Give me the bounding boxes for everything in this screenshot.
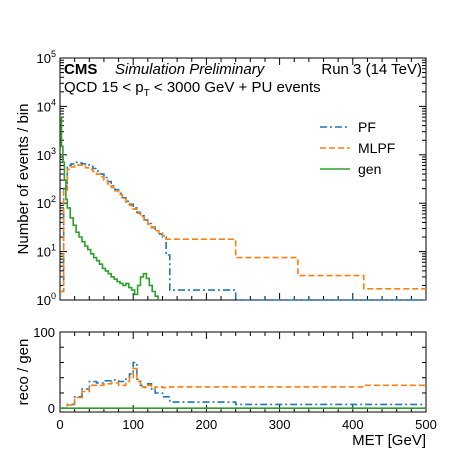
x-tick-label: 300	[269, 417, 291, 432]
ratio-series	[60, 361, 426, 409]
simulation-label: Simulation Preliminary	[115, 61, 266, 78]
main-y-tick-label: 101	[37, 243, 56, 260]
main-y-axis-label: Number of events / bin	[15, 104, 32, 255]
legend: PF MLPF gen	[320, 119, 395, 177]
x-tick-label: 100	[122, 417, 144, 432]
main-y-tick-label: 102	[37, 194, 56, 211]
process-label: QCD 15 < pT < 3000 GeV + PU events	[64, 79, 321, 99]
main-plot-frame	[59, 57, 427, 301]
ratio-y-tick-label: 0	[48, 401, 55, 416]
ratio-line-pf	[60, 361, 426, 409]
main-plot: 100 101 102 103 104 105 PF MLPF gen Number of e…	[15, 49, 427, 308]
process-sub: T	[144, 88, 150, 99]
run-label: Run 3 (14 TeV)	[321, 61, 422, 78]
ratio-y-tick-label: 100	[33, 325, 55, 340]
series-line-gen	[60, 116, 159, 300]
ratio-plot: 0 100 0 100 200 300 400 500 reco / gen MET [Ge…	[15, 325, 437, 449]
main-series	[60, 116, 426, 301]
x-tick-label: 200	[196, 417, 218, 432]
x-axis-label: MET [GeV]	[352, 432, 426, 449]
legend-label-gen: gen	[358, 161, 381, 177]
ratio-line-mlpf	[60, 367, 426, 409]
series-line-mlpf	[60, 164, 426, 293]
series-line-pf	[60, 161, 426, 301]
ratio-y-axis-label: reco / gen	[15, 339, 32, 406]
main-y-tick-label: 100	[37, 291, 56, 308]
legend-label-mlpf: MLPF	[358, 140, 395, 156]
main-y-tick-label: 104	[37, 97, 56, 114]
main-y-tick-label: 103	[37, 146, 56, 163]
ratio-plot-frame	[59, 331, 427, 413]
ratio-x-ticks: 0 100 200 300 400 500	[56, 332, 437, 432]
legend-label-pf: PF	[358, 119, 376, 135]
ratio-y-ticks: 0 100	[33, 325, 426, 416]
cms-label: CMS	[64, 61, 97, 78]
process-suffix: < 3000 GeV + PU events	[150, 79, 321, 96]
process-prefix: QCD 15 < p	[64, 79, 144, 96]
x-tick-label: 0	[56, 417, 63, 432]
x-tick-label: 400	[342, 417, 364, 432]
main-y-tick-label: 105	[37, 49, 56, 66]
x-tick-label: 500	[415, 417, 437, 432]
